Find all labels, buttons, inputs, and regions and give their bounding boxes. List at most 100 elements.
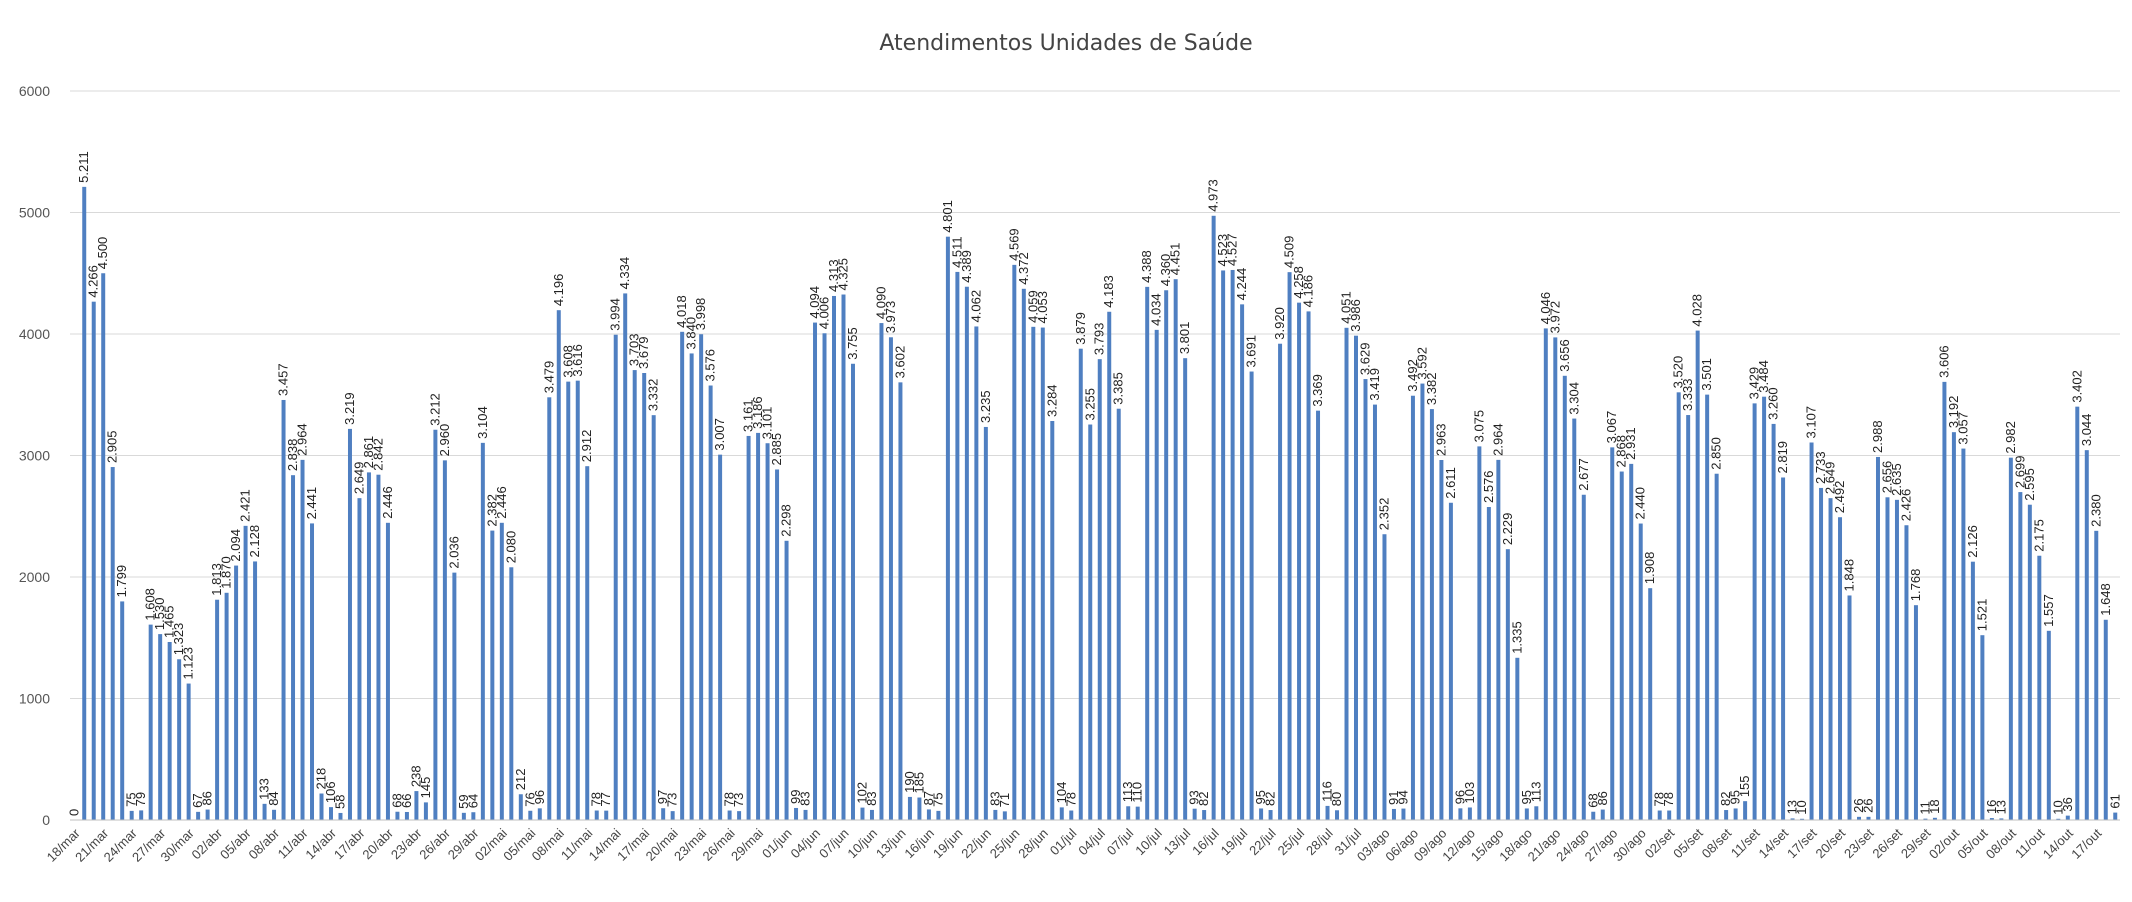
data-label: 3.402 — [2069, 370, 2084, 403]
data-label: 4.046 — [1538, 292, 1553, 325]
data-label: 97 — [655, 790, 670, 804]
bar — [594, 810, 599, 820]
data-label: 2.635 — [1889, 463, 1904, 496]
bar — [642, 373, 647, 820]
data-label: 4.372 — [1016, 252, 1031, 285]
data-label: 1.335 — [1509, 621, 1524, 654]
bar — [404, 811, 409, 820]
data-label: 4.006 — [817, 297, 832, 330]
bar — [993, 809, 998, 820]
data-label: 2.964 — [295, 423, 310, 456]
bar — [1600, 809, 1605, 820]
bar — [869, 809, 874, 820]
bar — [82, 186, 87, 820]
data-label: 1.908 — [1642, 552, 1657, 585]
bar — [2008, 457, 2013, 820]
bar — [1505, 549, 1510, 820]
bar — [907, 796, 912, 820]
bar — [139, 810, 144, 820]
bar — [357, 498, 362, 820]
data-label: 4.186 — [1301, 275, 1316, 308]
bar — [1059, 807, 1064, 820]
data-label: 113 — [1528, 782, 1543, 803]
data-label: 4.094 — [807, 286, 822, 319]
data-label: 2.421 — [238, 489, 253, 522]
data-label: 1.557 — [2041, 594, 2056, 627]
data-label: 3.972 — [1547, 301, 1562, 334]
data-label: 84 — [266, 791, 281, 805]
data-label: 3.219 — [342, 392, 357, 425]
bar — [1031, 326, 1036, 820]
bar — [1154, 329, 1159, 820]
bar — [547, 397, 552, 820]
data-label: 2.352 — [1376, 498, 1391, 531]
data-label: 1.799 — [114, 565, 129, 598]
bar — [461, 812, 466, 820]
bar — [1790, 818, 1795, 820]
data-label: 2.380 — [2088, 494, 2103, 527]
bar — [129, 810, 134, 820]
bar — [2084, 450, 2089, 820]
bar — [1762, 396, 1767, 820]
data-label: 4.511 — [949, 236, 964, 268]
bar — [1240, 304, 1245, 820]
data-label: 4.258 — [1291, 266, 1306, 299]
data-label: 2.649 — [1823, 462, 1838, 495]
data-label: 83 — [798, 791, 813, 805]
bar — [442, 460, 447, 820]
data-label: 3.192 — [1946, 396, 1961, 429]
data-label: 3.501 — [1699, 358, 1714, 391]
bar — [1724, 810, 1729, 820]
data-label: 2.838 — [285, 439, 300, 472]
data-label: 3.044 — [2079, 414, 2094, 447]
data-label: 106 — [323, 781, 338, 803]
data-label: 3.793 — [1092, 323, 1107, 356]
bar — [414, 791, 419, 820]
data-label: 78 — [1661, 792, 1676, 806]
data-label: 3.679 — [636, 336, 651, 369]
data-label: 75 — [930, 792, 945, 806]
data-label: 2.446 — [380, 486, 395, 519]
data-label: 4.053 — [1035, 291, 1050, 324]
bar — [1695, 330, 1700, 820]
data-label: 4.028 — [1690, 294, 1705, 327]
bar — [471, 812, 476, 820]
data-label: 3.057 — [1955, 412, 1970, 445]
data-label: 93 — [1187, 790, 1202, 804]
data-label: 64 — [465, 794, 480, 808]
bar — [1316, 410, 1321, 820]
bar — [1164, 290, 1169, 820]
data-label: 3.703 — [627, 334, 642, 367]
bar — [1439, 459, 1444, 820]
data-label: 59 — [456, 794, 471, 808]
bar — [604, 810, 609, 820]
data-label: 2.298 — [779, 504, 794, 537]
data-label: 82 — [1263, 792, 1278, 806]
data-label: 3.616 — [570, 344, 585, 377]
bar — [2027, 504, 2032, 820]
bar — [1069, 810, 1074, 820]
data-label: 2.842 — [370, 438, 385, 471]
data-label: 4.360 — [1158, 254, 1173, 287]
data-label: 3.419 — [1367, 368, 1382, 401]
bar — [1951, 432, 1956, 820]
bars — [82, 186, 2118, 821]
bar — [964, 286, 969, 820]
bar — [433, 429, 438, 820]
bar — [1800, 818, 1805, 820]
data-label: 2.649 — [351, 462, 366, 495]
bar — [1078, 348, 1083, 820]
bar — [1894, 499, 1899, 820]
bar — [1221, 270, 1226, 820]
bar — [1904, 525, 1909, 820]
data-label: 4.090 — [873, 287, 888, 320]
data-label: 82 — [1718, 792, 1733, 806]
bar — [1477, 446, 1482, 820]
bar — [746, 435, 751, 820]
bar — [1961, 448, 1966, 820]
data-label: 3.385 — [1111, 372, 1126, 405]
bar — [1306, 311, 1311, 820]
bar — [718, 454, 723, 820]
data-label: 10 — [1794, 800, 1809, 814]
